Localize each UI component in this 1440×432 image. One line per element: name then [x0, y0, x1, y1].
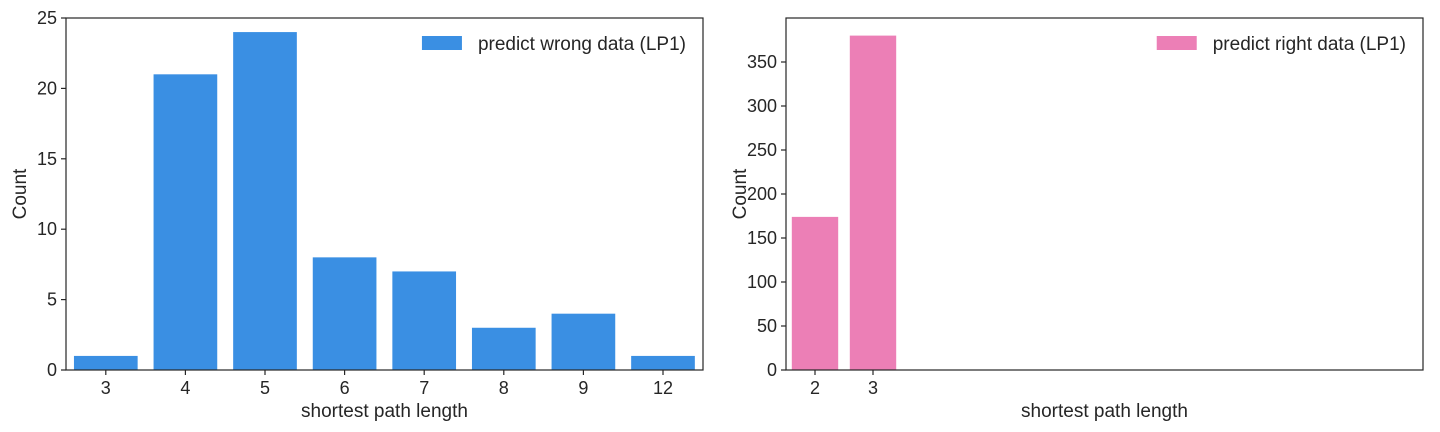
- x-tick-label: 7: [419, 378, 429, 398]
- bar-9: [551, 313, 616, 370]
- y-axis-label: Count: [10, 168, 31, 219]
- y-tick-label: 150: [747, 228, 777, 248]
- bar-4: [153, 74, 218, 370]
- bar-8: [471, 327, 536, 370]
- y-tick-label: 350: [747, 52, 777, 72]
- chart-panel-right: 2 3 0 50 100 150 200 250 300 350 shortest path len…: [730, 17, 1424, 422]
- y-tick-label: 0: [767, 360, 777, 380]
- legend-label: predict right data (LP1): [1213, 34, 1406, 55]
- y-tick-label: 20: [37, 78, 57, 98]
- x-tick-label: 5: [260, 378, 270, 398]
- x-tick-label: 12: [653, 378, 673, 398]
- y-tick-label: 0: [47, 360, 57, 380]
- x-tick-label: 4: [180, 378, 190, 398]
- y-tick-label: 5: [47, 290, 57, 310]
- plot-frame: [65, 17, 704, 371]
- x-tick-label: 6: [340, 378, 350, 398]
- bar-6: [312, 257, 377, 370]
- y-tick-label: 50: [757, 316, 777, 336]
- bar-12: [631, 355, 695, 370]
- y-tick-label: 15: [37, 149, 57, 169]
- x-axis-label: shortest path length: [301, 401, 468, 422]
- y-tick-label: 250: [747, 140, 777, 160]
- chart-panel-left: 3 4 5 6 7 8 9 12 0 5 10 15 20 25 shortest path length C…: [10, 8, 704, 422]
- bar-7: [392, 271, 457, 370]
- bar-5: [233, 32, 297, 370]
- y-tick-label: 100: [747, 272, 777, 292]
- legend-swatch: [1156, 36, 1197, 50]
- legend-label: predict wrong data (LP1): [478, 34, 686, 55]
- y-tick-label: 10: [37, 219, 57, 239]
- y-tick-label: 25: [37, 8, 57, 28]
- legend-swatch: [421, 36, 462, 50]
- x-tick-label: 2: [810, 378, 820, 398]
- x-axis-label: shortest path length: [1021, 401, 1188, 422]
- bar-3: [849, 35, 897, 370]
- y-axis-label: Count: [730, 168, 751, 219]
- bar-2: [791, 216, 839, 370]
- legend: predict wrong data (LP1): [421, 34, 686, 55]
- y-tick-label: 200: [747, 184, 777, 204]
- x-tick-label: 9: [578, 378, 588, 398]
- legend: predict right data (LP1): [1156, 34, 1406, 55]
- y-tick-label: 300: [747, 96, 777, 116]
- bar-3: [73, 355, 138, 370]
- x-tick-label: 3: [868, 378, 878, 398]
- plot-frame: [785, 17, 1424, 371]
- x-tick-label: 3: [101, 378, 111, 398]
- x-tick-label: 8: [499, 378, 509, 398]
